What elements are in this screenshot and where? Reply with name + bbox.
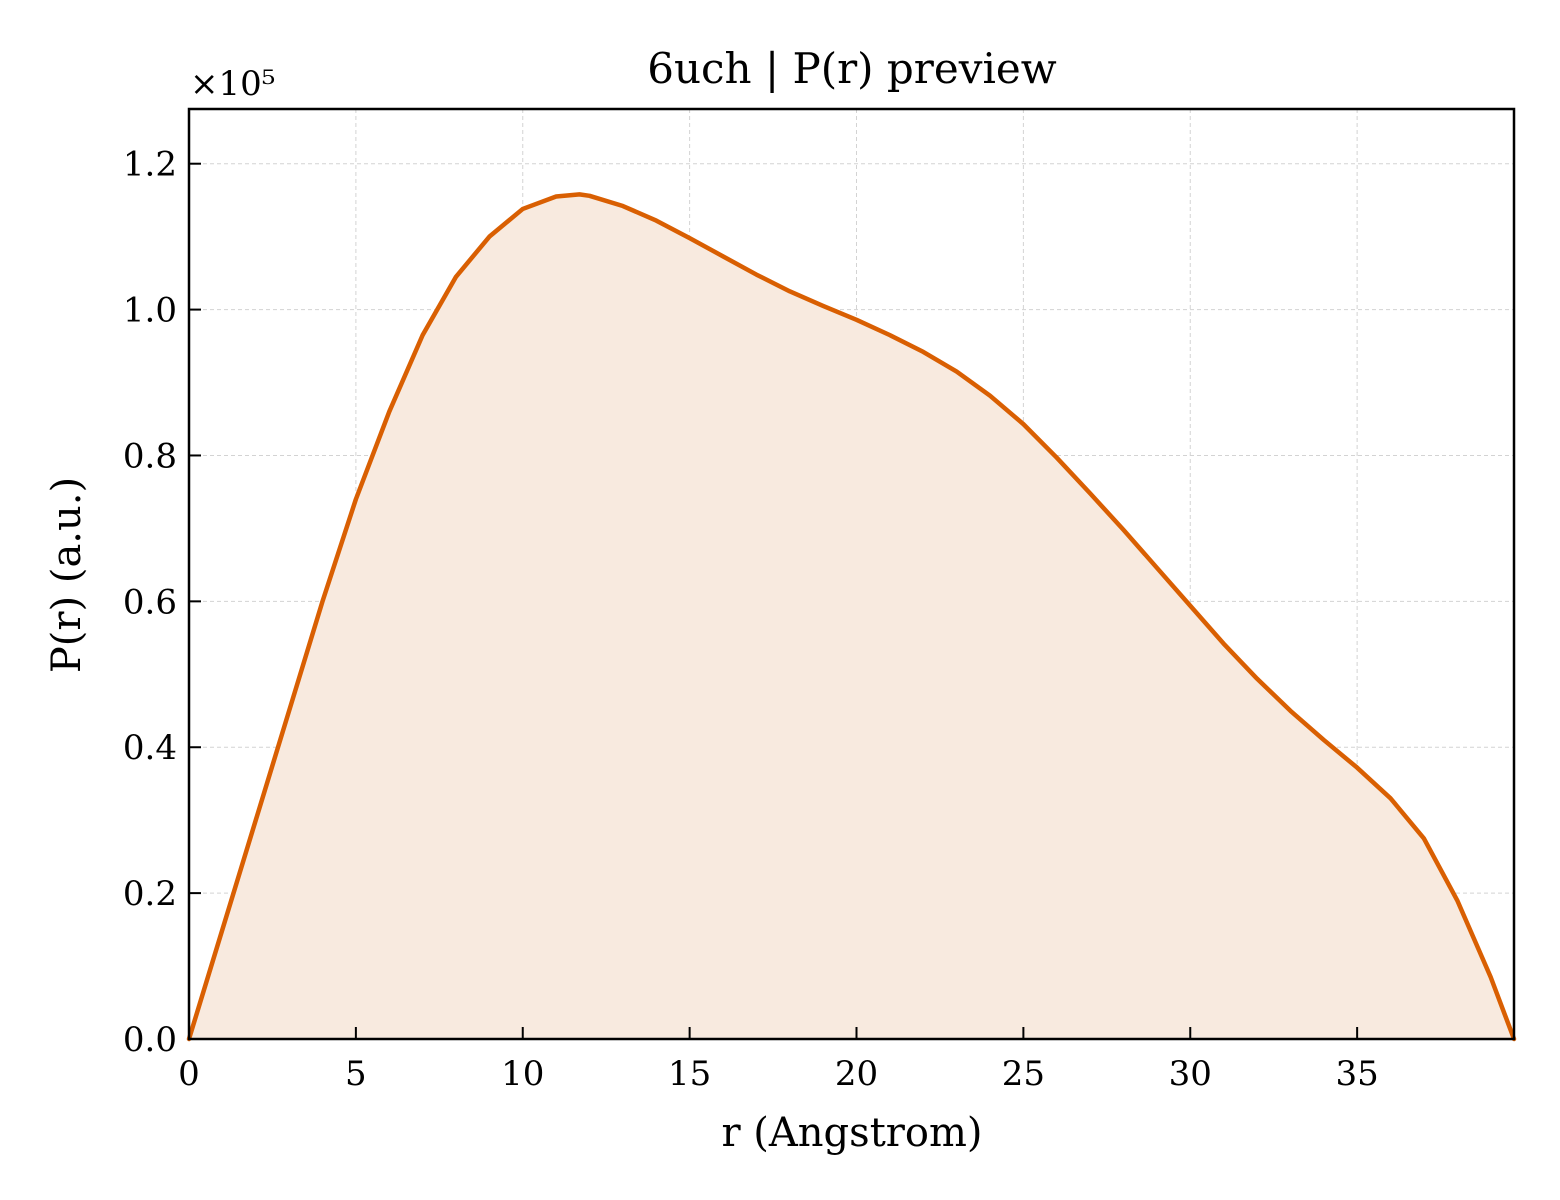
x-tick-label: 30	[1169, 1054, 1212, 1094]
y-tick-label: 0.8	[123, 436, 177, 476]
y-axis-label: P(r) (a.u.)	[44, 477, 90, 673]
x-tick-label: 25	[1002, 1054, 1045, 1094]
x-tick-label: 20	[835, 1054, 878, 1094]
axis-ticks: 0 5 10 15 20 25 30 35 0.0 0.2 0.4 0.6 0.8 1.0 1.2	[123, 145, 1379, 1094]
x-tick-label: 35	[1336, 1054, 1379, 1094]
area-fill	[189, 194, 1514, 1040]
plot-frame	[187, 107, 1516, 1041]
x-tick-label: 15	[668, 1054, 711, 1094]
x-axis-label: r (Angstrom)	[721, 1110, 982, 1156]
y-tick-label: 0.2	[123, 874, 177, 914]
y-tick-label: 0.4	[123, 728, 177, 768]
y-tick-label: 0.6	[123, 582, 177, 622]
chart-title: 6uch | P(r) preview	[647, 44, 1056, 93]
series-line	[186, 192, 1517, 1042]
x-tick-label: 10	[501, 1054, 544, 1094]
y-tick-label: 0.0	[123, 1020, 177, 1060]
y-tick-label: 1.0	[123, 291, 177, 331]
y-tick-label: 1.2	[123, 145, 177, 185]
x-tick-label: 5	[345, 1054, 367, 1094]
y-multiplier: ×10⁵	[190, 64, 275, 104]
x-tick-label: 0	[178, 1054, 200, 1094]
